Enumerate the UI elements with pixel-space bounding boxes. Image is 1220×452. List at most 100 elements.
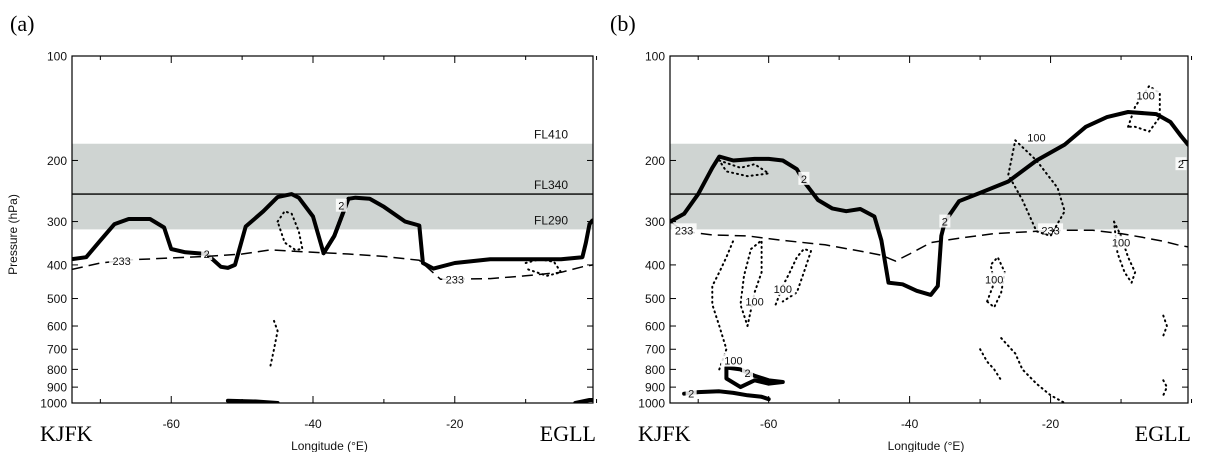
contour-label-bg xyxy=(671,223,697,237)
contour-label-bg xyxy=(742,366,754,380)
y-tick-label: 1000 xyxy=(40,397,67,411)
contour-label-bg xyxy=(442,272,468,286)
contour-dotted-8 xyxy=(1007,139,1066,237)
y-tick-label: 200 xyxy=(645,154,665,168)
contour-label: 2 xyxy=(688,389,694,401)
contour-label-bg xyxy=(939,214,951,228)
contour-label-bg xyxy=(335,198,347,212)
contour-label: 100 xyxy=(1137,91,1155,103)
y-tick-label: 1000 xyxy=(638,397,665,411)
contour-label-bg xyxy=(1175,157,1187,171)
y-axis-label: Pressure (hPa) xyxy=(6,194,20,275)
contour-thick-3 xyxy=(573,398,593,403)
plot-frame xyxy=(669,55,1189,404)
y-tick-label: 500 xyxy=(645,292,665,306)
contour-dotted-9 xyxy=(1127,85,1161,133)
panel-label: (a) xyxy=(10,11,34,36)
x-tick-label: -60 xyxy=(163,417,181,431)
contour-dotted-16 xyxy=(979,348,1003,382)
contour-label-bg xyxy=(201,246,213,260)
y-tick-label: 400 xyxy=(47,258,67,272)
contour-label-bg xyxy=(109,254,135,268)
contour-dotted-15 xyxy=(1000,337,1066,403)
x-tick-label: -60 xyxy=(760,417,778,431)
contour-thick-0 xyxy=(72,192,593,271)
route-start-label: KJFK xyxy=(638,421,691,446)
y-tick-label: 900 xyxy=(645,381,665,395)
contour-label: 2 xyxy=(942,217,948,229)
y-tick-label: 700 xyxy=(645,343,665,357)
contour-label: 2 xyxy=(338,201,344,213)
contour-label: 2 xyxy=(204,249,210,261)
contour-label-bg xyxy=(798,171,810,185)
contour-label: 233 xyxy=(112,256,130,268)
panel-label: (b) xyxy=(610,11,636,36)
contour-dotted-13 xyxy=(986,256,1006,309)
contour-label: 233 xyxy=(675,225,693,237)
flight-level-label: FL410 xyxy=(534,128,568,142)
contour-label-bg xyxy=(1108,235,1134,249)
y-tick-label: 900 xyxy=(47,381,67,395)
flight-level-label: FL290 xyxy=(534,213,568,227)
route-end-label: EGLL xyxy=(1135,421,1191,446)
flight-level-band xyxy=(72,143,593,230)
contour-thick-0 xyxy=(670,110,1188,297)
route-start-label: KJFK xyxy=(40,421,93,446)
contour-label-bg xyxy=(770,282,796,296)
contour-dotted-10 xyxy=(711,239,735,371)
contour-dashed-4 xyxy=(72,249,593,281)
x-tick-label: -40 xyxy=(901,417,919,431)
contour-label-bg xyxy=(1023,130,1049,144)
contour-dotted-6 xyxy=(276,210,304,251)
contour-label: 100 xyxy=(774,284,792,296)
y-tick-label: 300 xyxy=(47,215,67,229)
contour-label: 2 xyxy=(801,174,807,186)
contour-label: 100 xyxy=(1112,238,1130,250)
contour-dotted-12 xyxy=(774,248,812,306)
contour-label-bg xyxy=(742,294,768,308)
contour-label: 233 xyxy=(446,274,464,286)
contour-label: 100 xyxy=(1027,133,1045,145)
contour-dashed-5 xyxy=(670,220,1188,262)
x-axis-label: Longitude (°E) xyxy=(888,439,965,452)
y-tick-label: 400 xyxy=(645,258,665,272)
route-end-label: EGLL xyxy=(540,421,596,446)
contour-label: 100 xyxy=(745,297,763,309)
flight-level-label: FL340 xyxy=(534,178,568,192)
x-tick-label: -40 xyxy=(304,417,322,431)
y-tick-label: 100 xyxy=(645,50,665,64)
y-tick-label: 600 xyxy=(47,320,67,334)
contour-dotted-17 xyxy=(1162,379,1168,397)
contour-label: 2 xyxy=(1178,159,1184,171)
contour-dotted-7 xyxy=(718,159,770,178)
flight-level-band xyxy=(670,143,1188,230)
contour-label-bg xyxy=(720,353,746,367)
y-tick-label: 800 xyxy=(645,363,665,377)
contour-label: 2 xyxy=(744,368,750,380)
y-tick-label: 300 xyxy=(645,215,665,229)
y-tick-label: 200 xyxy=(47,154,67,168)
x-tick-label: -20 xyxy=(1042,417,1060,431)
y-tick-label: 700 xyxy=(47,343,67,357)
contour-label-bg xyxy=(1133,88,1159,102)
contour-dotted-18 xyxy=(1162,314,1168,337)
y-tick-label: 800 xyxy=(47,363,67,377)
plot-frame xyxy=(71,55,594,404)
contour-label-bg xyxy=(981,272,1007,286)
x-tick-label: -20 xyxy=(446,417,464,431)
contour-dotted-8 xyxy=(524,258,563,277)
contour-thick-3 xyxy=(724,365,785,390)
contour-label: 100 xyxy=(724,356,742,368)
contour-dotted-7 xyxy=(269,319,279,367)
x-axis-label: Longitude (°E) xyxy=(291,439,368,452)
contours: 2 2 233 233 xyxy=(72,192,593,403)
contour-label: 100 xyxy=(985,274,1003,286)
contour-dotted-14 xyxy=(1113,220,1137,284)
y-tick-label: 500 xyxy=(47,292,67,306)
contour-label-bg xyxy=(685,386,697,400)
contour-dotted-11 xyxy=(739,239,763,327)
contour-thick-4 xyxy=(682,389,771,402)
